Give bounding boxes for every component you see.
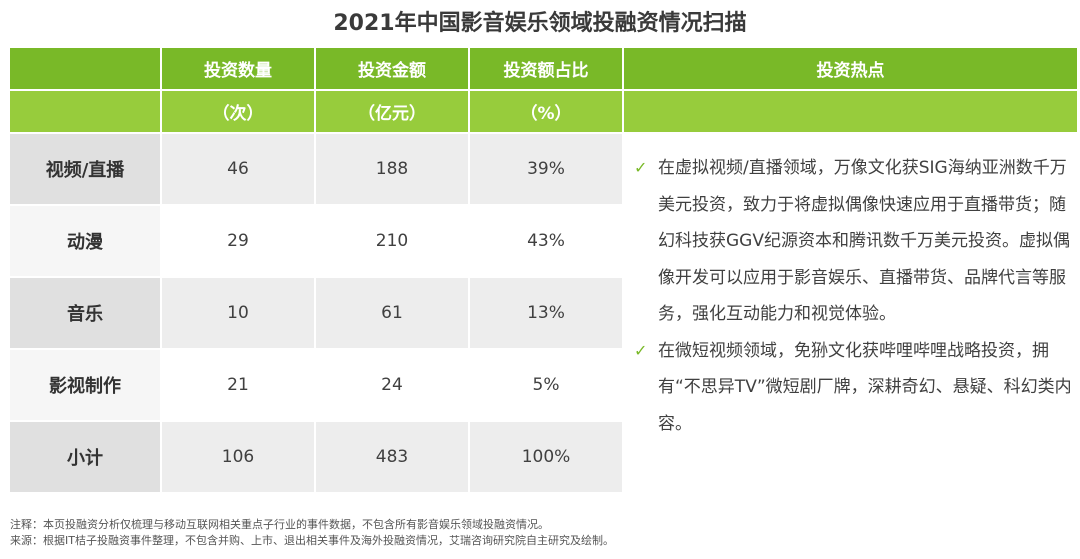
row-share: 5%: [470, 350, 622, 420]
header-investment-count: 投资数量: [162, 48, 314, 89]
header-investment-amount: 投资金额: [316, 48, 468, 89]
row-count: 46: [162, 134, 314, 204]
row-category: 音乐: [10, 278, 160, 348]
table-row: 动漫 29 210 43%: [10, 206, 622, 276]
header-investment-hotspots: 投资热点: [624, 48, 1077, 89]
row-share: 39%: [470, 134, 622, 204]
row-amount: 188: [316, 134, 468, 204]
table-row: 视频/直播 46 188 39%: [10, 134, 622, 204]
table-row: 音乐 10 61 13%: [10, 278, 622, 348]
row-category: 小计: [10, 422, 160, 492]
table-row: 影视制作 21 24 5%: [10, 350, 622, 420]
row-amount: 210: [316, 206, 468, 276]
hotspot-item: ✓ 在虚拟视频/直播领域，万像文化获SIG海纳亚洲数千万美元投资，致力于将虚拟偶…: [634, 150, 1074, 333]
row-category: 影视制作: [10, 350, 160, 420]
unit-amount: （亿元）: [316, 91, 468, 132]
checkmark-icon: ✓: [634, 158, 648, 177]
row-amount: 61: [316, 278, 468, 348]
unit-count: （次）: [162, 91, 314, 132]
table-header-row-1: 投资数量 投资金额 投资额占比 投资热点: [10, 48, 1077, 89]
unit-blank: [10, 91, 160, 132]
row-amount: 24: [316, 350, 468, 420]
unit-hotspots: [624, 91, 1077, 132]
page-title: 2021年中国影音娱乐领域投融资情况扫描: [333, 11, 747, 36]
row-category: 动漫: [10, 206, 160, 276]
checkmark-icon: ✓: [634, 340, 648, 360]
row-count: 106: [162, 422, 314, 492]
investment-hotspots-panel: ✓ 在虚拟视频/直播领域，万像文化获SIG海纳亚洲数千万美元投资，致力于将虚拟偶…: [634, 150, 1074, 442]
row-share: 43%: [470, 206, 622, 276]
row-category: 视频/直播: [10, 134, 160, 204]
table-header-row-2: （次） （亿元） （%）: [10, 91, 1077, 132]
hotspot-text: 在虚拟视频/直播领域，万像文化获SIG海纳亚洲数千万美元投资，致力于将虚拟偶像快…: [658, 158, 1070, 324]
hotspot-text: 在微短视频领域，免狲文化获哔哩哔哩战略投资，拥有“不思异TV”微短剧厂牌，深耕奇…: [658, 340, 1072, 434]
footnote: 注释：本页投融资分析仅梳理与移动互联网相关重点子行业的事件数据，不包含所有影音娱…: [10, 518, 549, 531]
source-note: 来源：根据IT桔子投融资事件整理，不包含并购、上市、退出相关事件及海外投融资情况…: [10, 534, 614, 547]
row-count: 10: [162, 278, 314, 348]
row-count: 21: [162, 350, 314, 420]
header-blank: [10, 48, 160, 89]
table-body: 视频/直播 46 188 39% 动漫 29 210 43% 音乐 10 61 …: [10, 134, 622, 494]
row-share: 13%: [470, 278, 622, 348]
hotspot-item: ✓ 在微短视频领域，免狲文化获哔哩哔哩战略投资，拥有“不思异TV”微短剧厂牌，深…: [634, 333, 1074, 443]
unit-share: （%）: [470, 91, 622, 132]
row-share: 100%: [470, 422, 622, 492]
header-investment-share: 投资额占比: [470, 48, 622, 89]
table-row-subtotal: 小计 106 483 100%: [10, 422, 622, 492]
row-count: 29: [162, 206, 314, 276]
row-amount: 483: [316, 422, 468, 492]
